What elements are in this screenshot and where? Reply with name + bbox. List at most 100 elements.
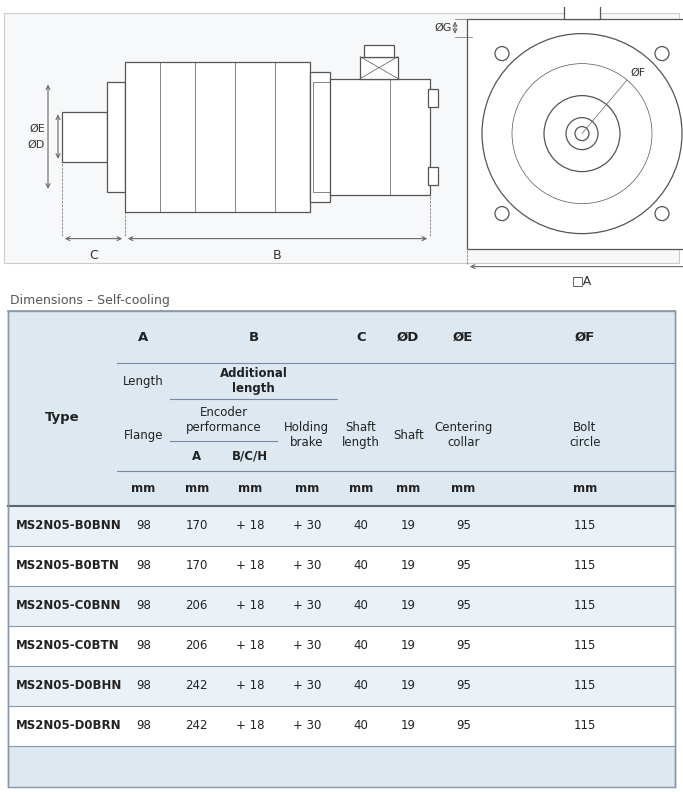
Bar xyxy=(330,78,430,195)
Bar xyxy=(8,585,675,626)
Text: 95: 95 xyxy=(456,600,471,612)
Text: Flange: Flange xyxy=(124,429,163,442)
Text: + 30: + 30 xyxy=(292,519,321,532)
Text: B: B xyxy=(273,249,282,261)
Bar xyxy=(8,666,675,706)
Text: mm: mm xyxy=(184,482,209,495)
Text: 19: 19 xyxy=(401,680,416,692)
Text: mm: mm xyxy=(131,482,156,495)
Text: 115: 115 xyxy=(574,639,596,653)
Text: + 18: + 18 xyxy=(236,719,264,733)
Text: 115: 115 xyxy=(574,680,596,692)
Text: 115: 115 xyxy=(574,600,596,612)
Text: + 30: + 30 xyxy=(292,719,321,733)
Text: 95: 95 xyxy=(456,519,471,532)
Text: Encoder
performance: Encoder performance xyxy=(186,406,262,434)
Text: 40: 40 xyxy=(353,680,368,692)
Bar xyxy=(107,82,125,192)
Text: 40: 40 xyxy=(353,639,368,653)
Text: C: C xyxy=(356,331,365,344)
Text: 98: 98 xyxy=(136,680,151,692)
Text: 19: 19 xyxy=(401,600,416,612)
Text: MS2N05-B0BNN: MS2N05-B0BNN xyxy=(16,519,122,532)
Text: mm: mm xyxy=(294,482,319,495)
Text: B: B xyxy=(249,331,259,344)
Text: mm: mm xyxy=(238,482,262,495)
Text: B/C/H: B/C/H xyxy=(232,450,268,463)
Bar xyxy=(564,0,600,19)
Text: Bolt
circle: Bolt circle xyxy=(569,421,601,449)
Circle shape xyxy=(566,118,598,150)
Text: ØE: ØE xyxy=(29,124,45,134)
Bar xyxy=(8,546,675,585)
Text: + 18: + 18 xyxy=(236,680,264,692)
Bar xyxy=(125,62,310,211)
Text: 206: 206 xyxy=(186,639,208,653)
Text: □A: □A xyxy=(572,275,592,287)
Text: MS2N05-C0BNN: MS2N05-C0BNN xyxy=(16,600,122,612)
Text: ØD: ØD xyxy=(397,331,419,344)
Circle shape xyxy=(495,207,509,221)
Text: ØD: ØD xyxy=(28,139,45,150)
Text: + 18: + 18 xyxy=(236,559,264,572)
Text: 170: 170 xyxy=(186,519,208,532)
Text: mm: mm xyxy=(396,482,420,495)
Text: Length: Length xyxy=(123,375,164,388)
Text: 19: 19 xyxy=(401,559,416,572)
Text: 95: 95 xyxy=(456,680,471,692)
Text: MS2N05-D0BHN: MS2N05-D0BHN xyxy=(16,680,122,692)
Text: + 18: + 18 xyxy=(236,639,264,653)
Text: 115: 115 xyxy=(574,519,596,532)
Circle shape xyxy=(655,207,669,221)
Text: 19: 19 xyxy=(401,639,416,653)
Text: ØF: ØF xyxy=(575,331,595,344)
Text: MS2N05-D0BRN: MS2N05-D0BRN xyxy=(16,719,122,733)
Text: ØF: ØF xyxy=(630,68,645,78)
Text: Additional
length: Additional length xyxy=(219,367,288,395)
Bar xyxy=(8,706,675,746)
Text: ØE: ØE xyxy=(453,331,473,344)
Bar xyxy=(62,112,107,162)
Text: 98: 98 xyxy=(136,719,151,733)
Bar xyxy=(313,82,330,192)
Text: 115: 115 xyxy=(574,719,596,733)
Bar xyxy=(428,166,438,185)
Text: A: A xyxy=(192,450,201,463)
Text: mm: mm xyxy=(573,482,597,495)
Text: ØG: ØG xyxy=(434,23,452,32)
Circle shape xyxy=(544,96,620,172)
Text: Holding
brake: Holding brake xyxy=(284,421,329,449)
Text: + 30: + 30 xyxy=(292,559,321,572)
Text: Dimensions – Self-cooling: Dimensions – Self-cooling xyxy=(10,294,170,307)
Text: mm: mm xyxy=(349,482,373,495)
Text: MS2N05-B0BTN: MS2N05-B0BTN xyxy=(16,559,120,572)
Text: 40: 40 xyxy=(353,559,368,572)
Text: 19: 19 xyxy=(401,719,416,733)
Circle shape xyxy=(482,33,682,234)
Bar xyxy=(364,44,394,56)
Text: 242: 242 xyxy=(186,680,208,692)
Bar xyxy=(310,71,330,202)
Text: 95: 95 xyxy=(456,639,471,653)
Bar xyxy=(360,56,398,78)
Text: + 18: + 18 xyxy=(236,600,264,612)
Bar xyxy=(467,19,683,249)
Text: Shaft: Shaft xyxy=(393,429,423,442)
Text: Shaft
length: Shaft length xyxy=(342,421,380,449)
Text: 115: 115 xyxy=(574,559,596,572)
FancyBboxPatch shape xyxy=(4,13,679,263)
Text: + 18: + 18 xyxy=(236,519,264,532)
Text: Centering
collar: Centering collar xyxy=(434,421,492,449)
Text: Type: Type xyxy=(45,411,80,424)
Text: 170: 170 xyxy=(186,559,208,572)
Text: 98: 98 xyxy=(136,600,151,612)
Text: 242: 242 xyxy=(186,719,208,733)
Text: 98: 98 xyxy=(136,639,151,653)
Bar xyxy=(8,626,675,666)
Text: 19: 19 xyxy=(401,519,416,532)
Text: + 30: + 30 xyxy=(292,680,321,692)
Circle shape xyxy=(575,127,589,141)
Text: 98: 98 xyxy=(136,559,151,572)
Text: + 30: + 30 xyxy=(292,639,321,653)
Text: 40: 40 xyxy=(353,719,368,733)
